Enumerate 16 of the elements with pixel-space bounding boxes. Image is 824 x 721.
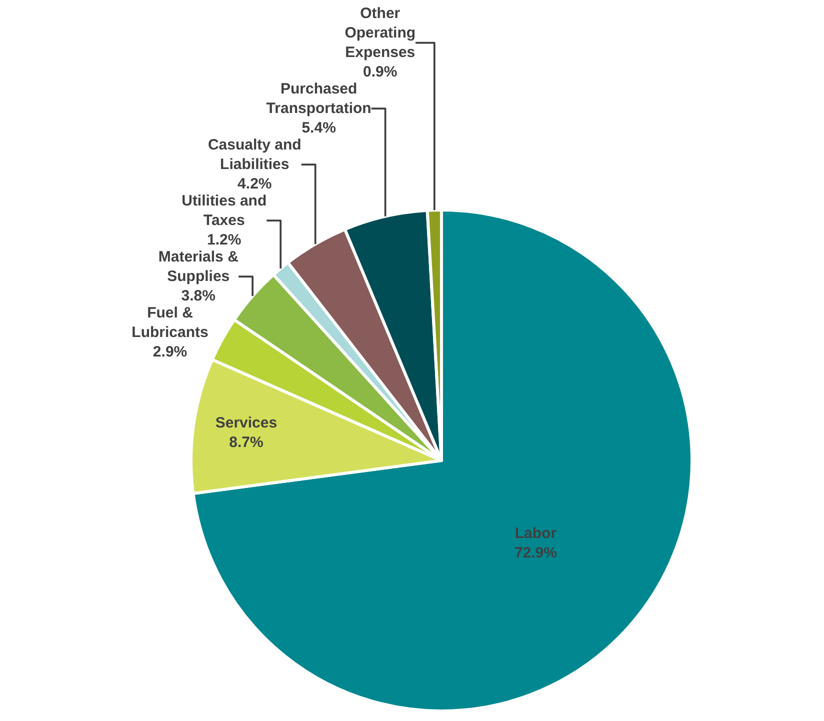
slice-label: Utilities and Taxes	[182, 192, 267, 230]
slice-label: Casualty and Liabilities	[208, 136, 302, 174]
data-label: 1.2%	[207, 232, 242, 249]
slice-label: Labor	[514, 524, 557, 542]
data-label: 5.4%	[302, 120, 336, 137]
data-label: 4.2%	[238, 176, 272, 193]
data-label: 2.9%	[152, 344, 188, 361]
data-label: 0.9%	[363, 64, 398, 81]
data-label: 8.7%	[229, 434, 264, 451]
slice-label: Services	[215, 414, 278, 432]
slice-label: Other Operating Expenses	[344, 5, 416, 62]
slice-label: Fuel & Lubricants	[132, 304, 208, 342]
slice-label: Materials & Supplies	[158, 248, 239, 286]
data-label: 72.9%	[514, 544, 557, 562]
data-label: 3.8%	[181, 288, 216, 305]
slice-label: Purchased Transportation	[266, 80, 372, 118]
